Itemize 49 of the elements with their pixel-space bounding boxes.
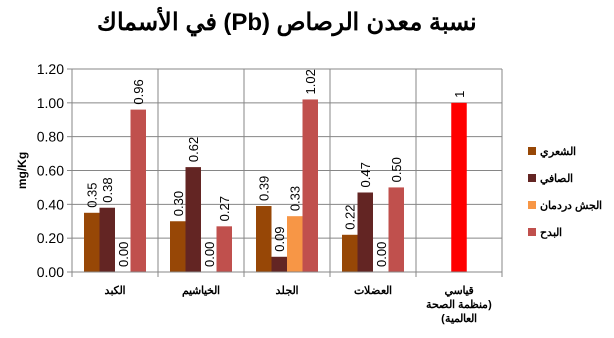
- y-tick-label: 0.60: [36, 162, 64, 178]
- data-label: 0.35: [84, 182, 100, 208]
- chart-title: نسبة معدن الرصاص (Pb) في الأسماك: [97, 5, 477, 37]
- bar: [170, 221, 186, 272]
- data-label: 0.27: [217, 196, 232, 222]
- data-label: 1.02: [303, 69, 318, 94]
- legend-label: الصافي: [540, 173, 573, 186]
- bar: [358, 192, 373, 272]
- bar: [451, 102, 467, 272]
- x-tick-label: الكبد: [104, 285, 126, 297]
- y-tick-label: 1.00: [36, 94, 64, 111]
- bar: [216, 226, 232, 272]
- y-axis-title: mg/Kg: [15, 152, 29, 190]
- bar: [302, 99, 318, 272]
- data-label: 0.33: [288, 186, 303, 212]
- bar: [186, 167, 201, 272]
- data-label: 0.00: [116, 242, 131, 267]
- data-label: 0.38: [100, 177, 116, 203]
- bar: [287, 216, 302, 272]
- data-label: 0.09: [272, 226, 288, 252]
- data-label: 0.00: [202, 242, 217, 267]
- data-label: 0.22: [342, 204, 358, 230]
- y-tick-label: 0.20: [36, 230, 64, 246]
- bar: [130, 110, 146, 272]
- x-tick-label: الخياشيم: [182, 285, 220, 297]
- bar: [272, 256, 287, 272]
- y-tick-label: 0.00: [36, 264, 64, 280]
- y-tick-label: 0.80: [36, 128, 64, 145]
- x-tick-label: الجلد: [276, 285, 298, 297]
- legend-label: الجش دردمان: [540, 200, 602, 212]
- data-label: 0.50: [389, 157, 404, 182]
- data-label: 0.62: [186, 136, 202, 162]
- bar: [100, 208, 115, 272]
- bar: [256, 206, 272, 272]
- data-label: 0.30: [170, 190, 186, 216]
- bar: [388, 187, 404, 272]
- data-label: 0.47: [358, 162, 374, 188]
- bar: [84, 212, 100, 272]
- data-label: 1: [452, 90, 467, 98]
- y-tick-label: 0.40: [36, 196, 64, 212]
- data-label: 0.96: [131, 79, 146, 105]
- y-tick-label: 1.20: [36, 61, 64, 77]
- legend-label: البدح: [540, 227, 562, 239]
- x-tick-label: العضلات: [354, 285, 392, 297]
- bar: [342, 234, 358, 272]
- data-label: 0.39: [256, 176, 272, 202]
- x-tick-label: قياسي (منظمة الصحة العالمية): [426, 285, 492, 325]
- legend-label: الشعري: [540, 146, 576, 159]
- data-label: 0.00: [374, 242, 389, 267]
